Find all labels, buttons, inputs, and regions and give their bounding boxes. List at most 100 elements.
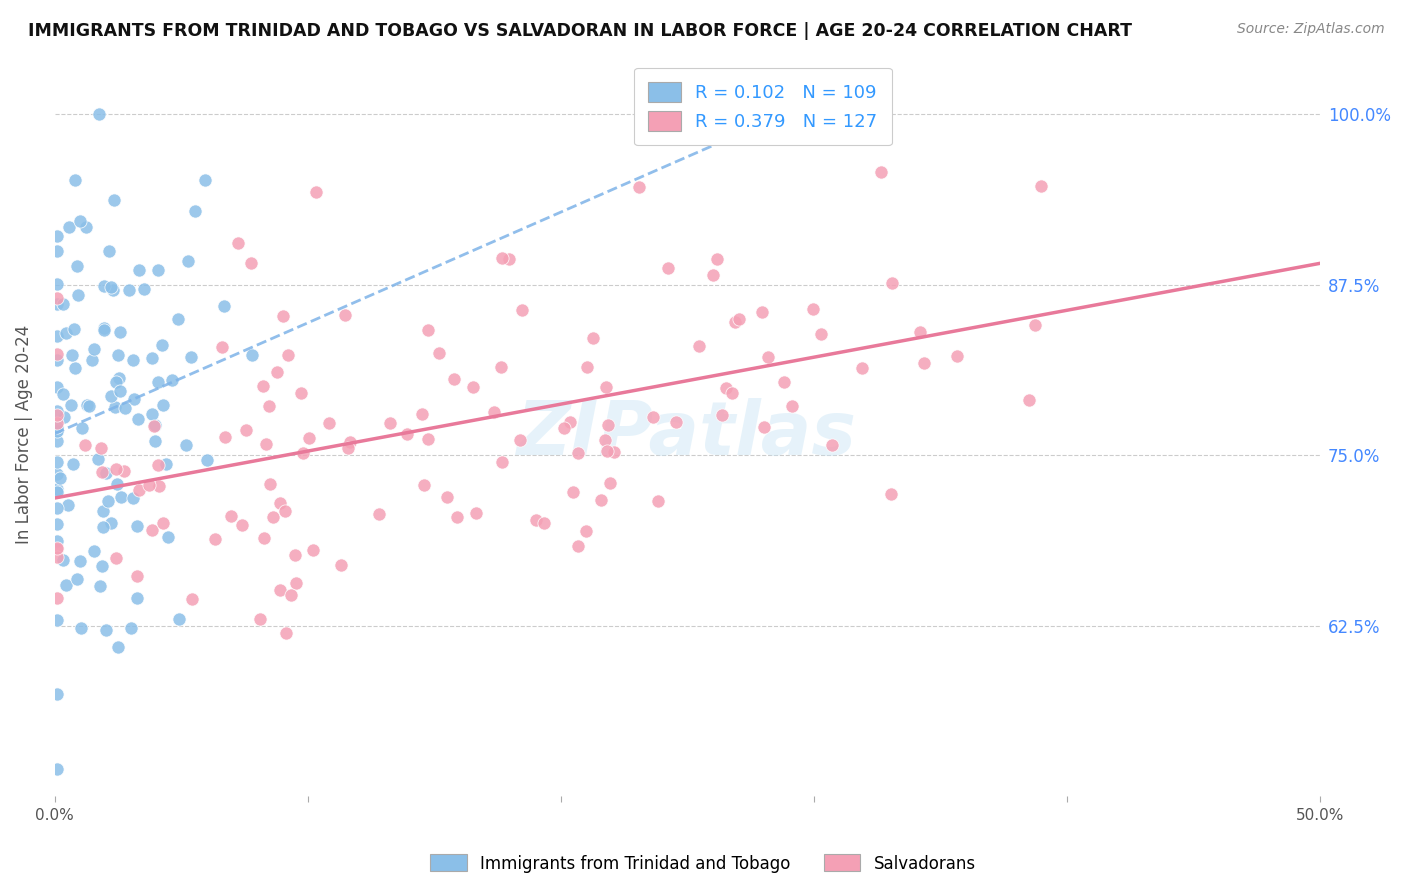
Point: [58, 219, 80, 234]
Point: [280, 588, 302, 602]
Point: [46, 404, 69, 418]
Point: [46, 424, 69, 438]
Point: [756, 350, 779, 364]
Point: [627, 180, 650, 194]
Point: [598, 418, 620, 433]
Point: [176, 438, 198, 452]
Point: [870, 165, 893, 179]
Point: [305, 185, 328, 199]
Point: [46, 352, 69, 367]
Point: [107, 348, 129, 362]
Point: [240, 347, 263, 361]
Point: [52, 553, 75, 567]
Point: [589, 492, 612, 507]
Point: [46, 244, 69, 258]
Point: [330, 558, 353, 573]
Point: [706, 252, 728, 267]
Point: [1029, 178, 1052, 193]
Point: [724, 315, 747, 329]
Point: [46, 613, 69, 627]
Point: [728, 312, 751, 326]
Point: [524, 513, 547, 527]
Point: [228, 235, 250, 250]
Point: [90, 441, 112, 455]
Point: [657, 260, 679, 275]
Point: [510, 302, 533, 317]
Point: [70, 621, 93, 635]
Point: [269, 583, 291, 598]
Point: [105, 376, 128, 390]
Point: [143, 417, 166, 432]
Point: [801, 301, 824, 316]
Point: [108, 325, 131, 339]
Point: [87, 452, 110, 467]
Point: [55, 326, 77, 340]
Point: [418, 433, 440, 447]
Point: [446, 510, 468, 524]
Point: [562, 485, 585, 500]
Point: [46, 409, 69, 423]
Point: [285, 576, 308, 591]
Point: [780, 399, 803, 413]
Point: [491, 455, 513, 469]
Point: [204, 532, 226, 546]
Point: [65, 259, 87, 273]
Point: [252, 379, 274, 393]
Point: [946, 350, 969, 364]
Point: [880, 487, 903, 501]
Point: [253, 531, 276, 545]
Point: [93, 323, 115, 337]
Point: [333, 308, 356, 322]
Point: [96, 466, 118, 480]
Point: [59, 398, 82, 412]
Point: [108, 384, 131, 398]
Point: [52, 387, 75, 401]
Point: [912, 356, 935, 370]
Point: [46, 455, 69, 469]
Point: [368, 507, 391, 521]
Point: [96, 624, 118, 638]
Point: [274, 625, 297, 640]
Point: [142, 419, 165, 434]
Point: [46, 424, 69, 438]
Point: [52, 297, 75, 311]
Point: [46, 434, 69, 449]
Point: [641, 409, 664, 424]
Point: [55, 578, 77, 592]
Point: [128, 483, 150, 497]
Point: [301, 543, 323, 558]
Point: [75, 437, 97, 451]
Point: [443, 371, 465, 385]
Point: [810, 326, 832, 341]
Point: [46, 229, 69, 244]
Point: [75, 220, 97, 235]
Point: [65, 360, 87, 375]
Point: [146, 263, 169, 277]
Point: [114, 401, 136, 415]
Point: [66, 572, 89, 586]
Point: [138, 477, 160, 491]
Point: [125, 569, 148, 583]
Point: [239, 256, 262, 270]
Point: [118, 283, 141, 297]
Point: [89, 107, 111, 121]
Point: [396, 427, 419, 442]
Point: [292, 446, 315, 460]
Point: [318, 417, 340, 431]
Point: [157, 530, 180, 544]
Point: [120, 622, 142, 636]
Point: [46, 291, 69, 305]
Point: [104, 400, 127, 414]
Point: [773, 375, 796, 389]
Point: [194, 173, 217, 187]
Point: [128, 263, 150, 277]
Point: [121, 491, 143, 506]
Point: [69, 554, 91, 568]
Point: [46, 380, 69, 394]
Point: [63, 322, 86, 336]
Point: [567, 540, 589, 554]
Point: [46, 687, 69, 701]
Point: [219, 509, 242, 524]
Point: [46, 420, 69, 434]
Point: [575, 524, 598, 538]
